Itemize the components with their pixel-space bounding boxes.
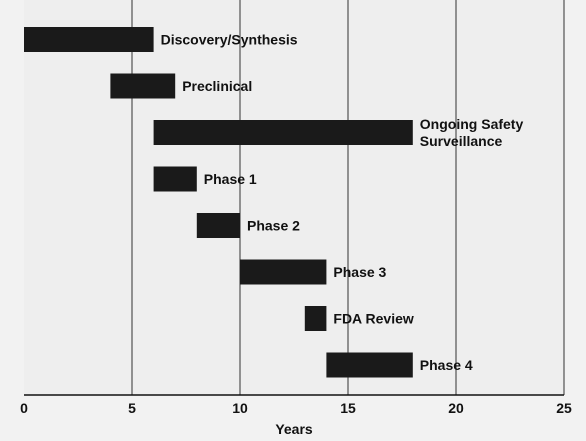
bars: Discovery/Synthesis Preclinical Ongoing Sa… bbox=[24, 27, 523, 378]
gantt-bar bbox=[196, 213, 240, 238]
bar-label: Surveillance bbox=[420, 133, 503, 149]
x-axis-title: Years bbox=[275, 421, 313, 437]
gantt-bar bbox=[110, 73, 176, 99]
bar-label: Phase 4 bbox=[420, 357, 473, 373]
bar-label: Discovery/Synthesis bbox=[161, 32, 298, 48]
gantt-bar bbox=[24, 27, 154, 52]
bar-label: Phase 2 bbox=[247, 218, 300, 234]
gantt-bar bbox=[153, 120, 413, 145]
gantt-bar bbox=[326, 352, 413, 378]
x-tick-label: 5 bbox=[128, 400, 136, 416]
gantt-bar bbox=[240, 259, 327, 285]
x-tick-label: 25 bbox=[556, 400, 572, 416]
bar-label: Phase 3 bbox=[333, 264, 386, 280]
x-tick-label: 10 bbox=[232, 400, 248, 416]
plot-area bbox=[24, 0, 564, 395]
gantt-bar bbox=[153, 166, 197, 192]
bar-label: Preclinical bbox=[182, 78, 252, 94]
x-tick-label: 20 bbox=[448, 400, 464, 416]
gantt-bar bbox=[304, 306, 327, 331]
x-tick-labels: 0 5 10 15 20 25 bbox=[20, 400, 572, 416]
bar-label: FDA Review bbox=[333, 311, 414, 327]
gridlines bbox=[131, 0, 565, 395]
bar-label: Ongoing Safety bbox=[420, 116, 524, 132]
x-tick-label: 0 bbox=[20, 400, 28, 416]
bar-label: Phase 1 bbox=[204, 171, 257, 187]
x-tick-label: 15 bbox=[340, 400, 356, 416]
